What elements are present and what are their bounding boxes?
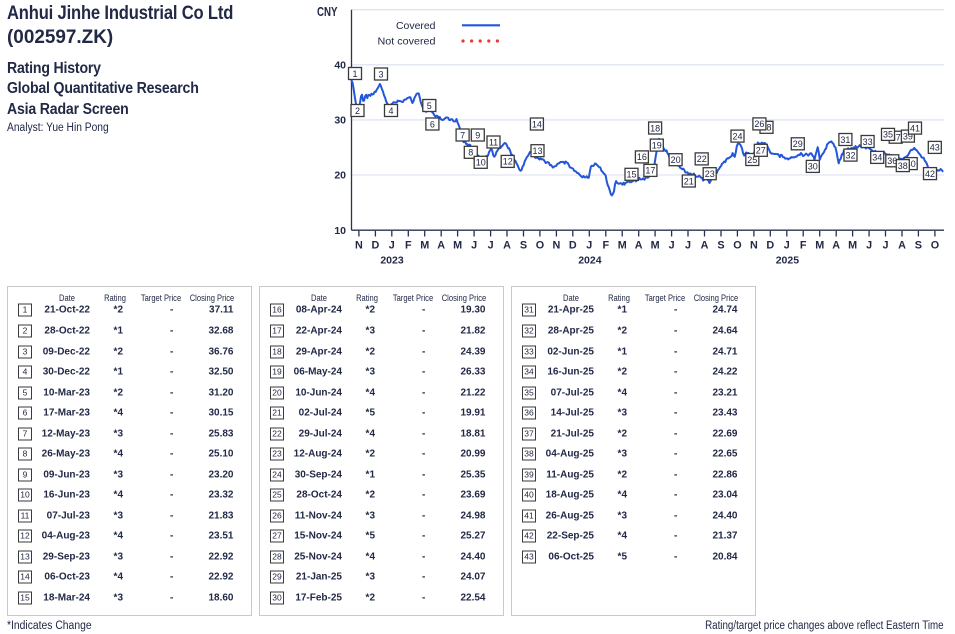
svg-text:2: 2 xyxy=(355,106,360,116)
svg-text:34: 34 xyxy=(872,153,882,163)
svg-text:1: 1 xyxy=(352,69,357,79)
svg-text:7: 7 xyxy=(460,130,465,140)
svg-text:24: 24 xyxy=(732,131,742,141)
svg-text:J: J xyxy=(488,240,494,252)
svg-text:F: F xyxy=(602,240,609,252)
svg-text:N: N xyxy=(750,240,758,252)
svg-text:M: M xyxy=(848,240,857,252)
svg-text:10: 10 xyxy=(334,225,346,237)
svg-text:J: J xyxy=(784,240,790,252)
svg-text:M: M xyxy=(453,240,462,252)
svg-text:23: 23 xyxy=(705,169,715,179)
svg-text:D: D xyxy=(371,240,379,252)
svg-text:N: N xyxy=(552,240,560,252)
svg-text:19: 19 xyxy=(652,140,662,150)
svg-text:CNY: CNY xyxy=(317,5,338,19)
svg-text:D: D xyxy=(766,240,774,252)
svg-text:6: 6 xyxy=(430,119,435,129)
svg-text:3: 3 xyxy=(378,69,383,79)
svg-text:D: D xyxy=(569,240,577,252)
svg-text:F: F xyxy=(800,240,807,252)
svg-text:39: 39 xyxy=(903,131,913,141)
svg-text:25: 25 xyxy=(747,155,757,165)
svg-text:M: M xyxy=(815,240,824,252)
svg-text:N: N xyxy=(355,240,363,252)
svg-text:43: 43 xyxy=(930,143,940,153)
svg-text:O: O xyxy=(733,240,741,252)
svg-text:13: 13 xyxy=(532,146,542,156)
svg-text:S: S xyxy=(717,240,724,252)
svg-text:2025: 2025 xyxy=(776,255,800,267)
svg-text:22: 22 xyxy=(697,154,707,164)
svg-text:F: F xyxy=(405,240,412,252)
svg-text:A: A xyxy=(503,240,511,252)
svg-text:41: 41 xyxy=(910,123,920,133)
svg-text:30: 30 xyxy=(808,162,818,172)
svg-text:J: J xyxy=(882,240,888,252)
svg-text:2024: 2024 xyxy=(578,255,602,267)
svg-text:J: J xyxy=(866,240,872,252)
svg-text:35: 35 xyxy=(883,130,893,140)
svg-text:32: 32 xyxy=(845,150,855,160)
svg-text:9: 9 xyxy=(475,130,480,140)
svg-text:20: 20 xyxy=(671,155,681,165)
svg-text:42: 42 xyxy=(925,169,935,179)
svg-text:Not covered: Not covered xyxy=(378,36,436,48)
svg-text:40: 40 xyxy=(906,159,916,169)
svg-text:40: 40 xyxy=(334,60,346,72)
svg-text:30: 30 xyxy=(334,115,346,127)
svg-text:33: 33 xyxy=(863,137,873,147)
svg-text:A: A xyxy=(437,240,445,252)
svg-text:37: 37 xyxy=(891,133,901,143)
svg-text:16: 16 xyxy=(637,152,647,162)
svg-text:M: M xyxy=(618,240,627,252)
svg-text:14: 14 xyxy=(532,119,542,129)
svg-text:11: 11 xyxy=(489,137,498,147)
svg-text:A: A xyxy=(898,240,906,252)
svg-text:17: 17 xyxy=(645,166,655,176)
svg-text:38: 38 xyxy=(898,161,908,171)
svg-text:A: A xyxy=(701,240,709,252)
svg-text:A: A xyxy=(832,240,840,252)
svg-text:12: 12 xyxy=(503,157,513,167)
svg-text:21: 21 xyxy=(684,176,694,186)
svg-text:S: S xyxy=(915,240,922,252)
svg-text:J: J xyxy=(685,240,691,252)
svg-text:J: J xyxy=(471,240,477,252)
svg-text:A: A xyxy=(635,240,643,252)
svg-text:29: 29 xyxy=(793,139,803,149)
svg-text:2023: 2023 xyxy=(380,255,404,267)
svg-text:15: 15 xyxy=(626,170,636,180)
svg-text:31: 31 xyxy=(840,135,850,145)
svg-text:O: O xyxy=(536,240,544,252)
svg-text:18: 18 xyxy=(650,123,660,133)
svg-text:J: J xyxy=(669,240,675,252)
svg-text:J: J xyxy=(389,240,395,252)
svg-text:5: 5 xyxy=(427,101,432,111)
svg-text:M: M xyxy=(651,240,660,252)
svg-text:M: M xyxy=(420,240,429,252)
svg-text:8: 8 xyxy=(468,148,473,158)
svg-text:4: 4 xyxy=(388,106,393,116)
svg-text:Covered: Covered xyxy=(396,20,436,32)
svg-text:O: O xyxy=(931,240,939,252)
svg-text:36: 36 xyxy=(887,156,897,166)
svg-text:27: 27 xyxy=(756,146,766,156)
svg-text:10: 10 xyxy=(476,158,486,168)
svg-text:20: 20 xyxy=(334,170,346,182)
svg-text:S: S xyxy=(520,240,527,252)
svg-text:J: J xyxy=(586,240,592,252)
svg-text:26: 26 xyxy=(754,119,764,129)
